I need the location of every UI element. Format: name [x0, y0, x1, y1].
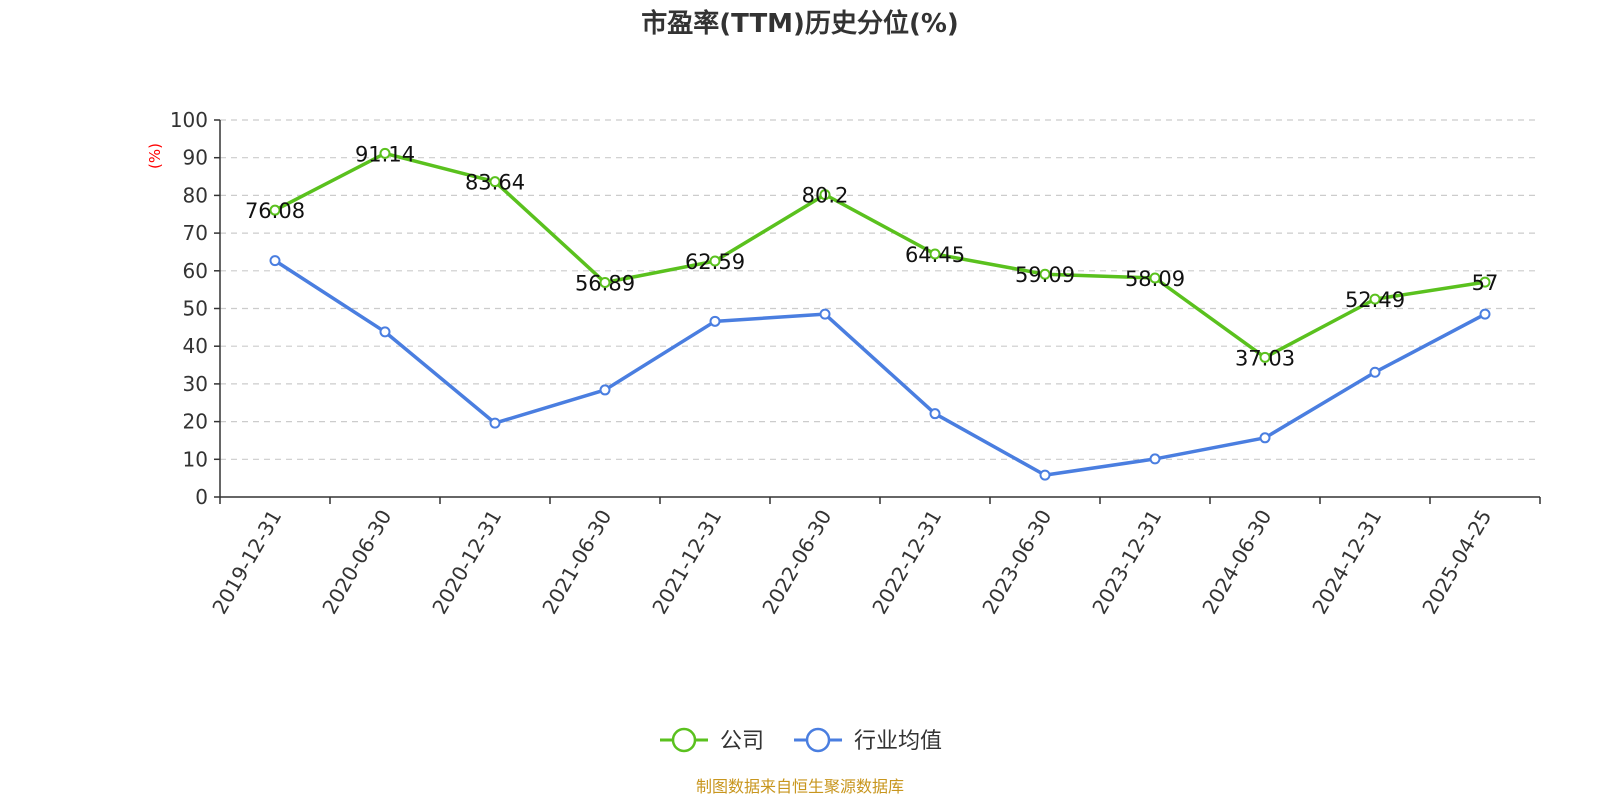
y-tick-label: 10 [183, 447, 208, 471]
data-point [599, 384, 611, 396]
series-line [274, 151, 1486, 360]
x-tick-label: 2023-12-31 [1087, 506, 1166, 619]
data-point [1259, 432, 1271, 444]
chart-title: 市盈率(TTM)历史分位(%) [641, 8, 959, 39]
data-label: 59.09 [1015, 263, 1075, 287]
legend-swatch-marker [671, 727, 697, 753]
data-point [269, 255, 281, 267]
data-point [929, 248, 941, 260]
data-point [929, 408, 941, 420]
data-label: 64.45 [905, 243, 965, 267]
data-label: 52.49 [1345, 288, 1405, 312]
data-label: 62.59 [685, 250, 745, 274]
data-point [1369, 293, 1381, 305]
x-tick-label: 2019-12-31 [207, 506, 286, 619]
x-tick-label: 2023-06-30 [977, 506, 1056, 619]
x-tick-label: 2020-12-31 [427, 506, 506, 619]
x-tick-label: 2021-06-30 [537, 506, 616, 619]
y-tick-label: 80 [183, 183, 208, 207]
data-label: 37.03 [1235, 346, 1295, 370]
x-tick-label: 2025-04-25 [1417, 506, 1496, 619]
x-tick-label: 2022-06-30 [757, 506, 836, 619]
data-point [489, 417, 501, 429]
data-point [599, 277, 611, 289]
y-tick-label: 0 [195, 485, 208, 509]
data-point [709, 255, 721, 267]
data-label: 57 [1472, 271, 1499, 295]
data-point [1479, 276, 1491, 288]
data-point [489, 176, 501, 188]
data-label: 83.64 [465, 171, 525, 195]
data-point [269, 204, 281, 216]
data-label: 58.09 [1125, 267, 1185, 291]
data-label: 56.89 [575, 272, 635, 296]
data-point [1149, 272, 1161, 284]
legend-label: 行业均值 [854, 729, 942, 754]
y-tick-label: 90 [183, 146, 208, 170]
legend-label: 公司 [720, 729, 764, 754]
y-tick-label: 30 [183, 372, 208, 396]
data-point [709, 315, 721, 327]
y-tick-label: 20 [183, 410, 208, 434]
x-tick-label: 2022-12-31 [867, 506, 946, 619]
data-label: 91.14 [355, 142, 415, 166]
x-tick-label: 2020-06-30 [317, 506, 396, 619]
data-label: 80.2 [802, 184, 849, 208]
data-point [1039, 268, 1051, 280]
data-point [379, 147, 391, 159]
data-labels: 76.08 91.14 83.64 56.89 62.59 80.2 64.45 59.09 5… [245, 142, 1498, 370]
data-point [1039, 469, 1051, 481]
source-note: 制图数据来自恒生聚源数据库 [696, 777, 904, 796]
y-tick-label: 70 [183, 221, 208, 245]
x-tick-label: 2024-06-30 [1197, 506, 1276, 619]
y-tick-label: 60 [183, 259, 208, 283]
y-axis-label: (%) [146, 143, 164, 169]
series-line [274, 259, 1486, 477]
grid [220, 119, 1540, 460]
data-point [1149, 453, 1161, 465]
y-tick-label: 100 [170, 108, 208, 132]
data-point [1259, 351, 1271, 363]
data-point [819, 189, 831, 201]
data-point [1369, 366, 1381, 378]
legend: 公司 行业均值 [660, 727, 942, 754]
legend-swatch-marker [805, 727, 831, 753]
axes: 0 10 20 30 40 50 60 70 80 90 100 2019-12-31 2020-06-… [170, 108, 1541, 619]
series [269, 147, 1491, 481]
data-point [379, 326, 391, 338]
y-tick-label: 50 [183, 297, 208, 321]
data-point [1479, 308, 1491, 320]
data-point [819, 308, 831, 320]
x-tick-label: 2024-12-31 [1307, 506, 1386, 619]
y-tick-label: 40 [183, 334, 208, 358]
x-tick-label: 2021-12-31 [647, 506, 726, 619]
data-label: 76.08 [245, 199, 305, 223]
